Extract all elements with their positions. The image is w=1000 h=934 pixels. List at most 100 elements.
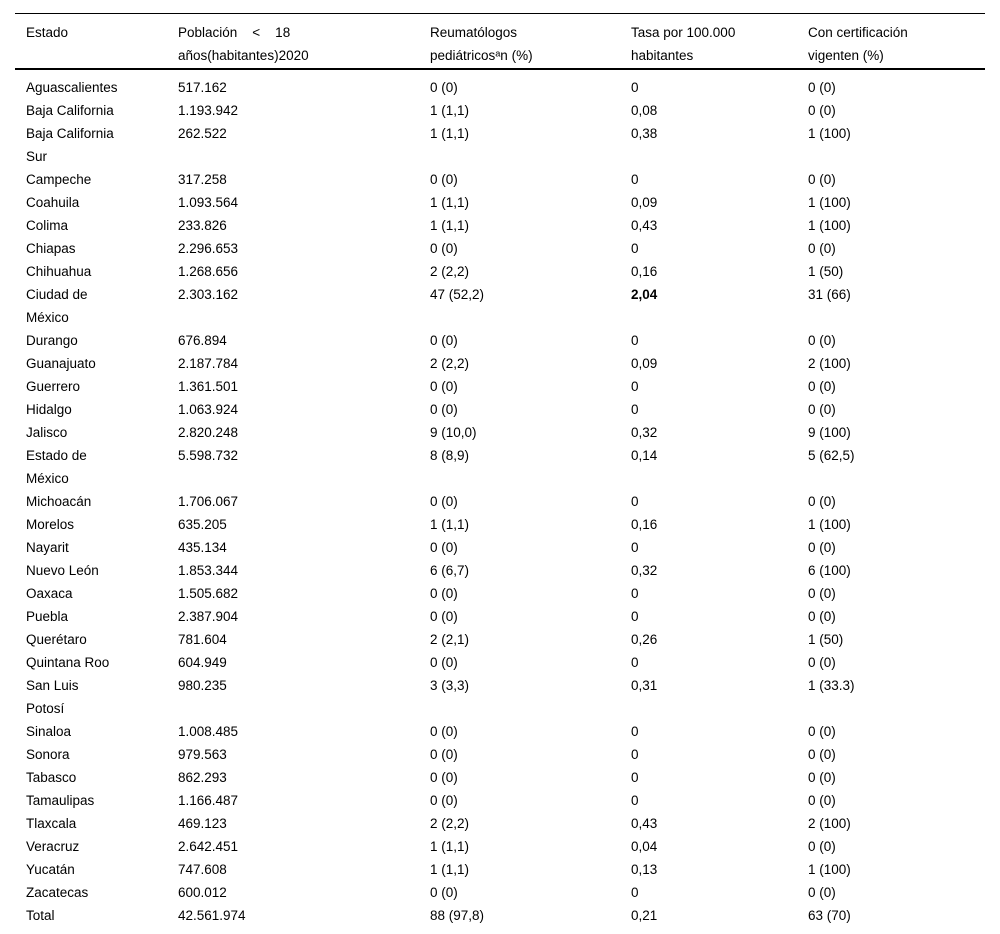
tasa-cell: 0 bbox=[631, 379, 639, 394]
estado-cell: Coahuila bbox=[26, 195, 80, 210]
table-row: Querétaro 781.604 2 (2,1) 0,26 1 (50) bbox=[15, 628, 985, 651]
header-row: Estado Población < 18 años(habitantes)20… bbox=[15, 13, 985, 70]
col-header-estado: Estado bbox=[15, 13, 178, 70]
certificacion-cell: 63 (70) bbox=[808, 908, 851, 923]
tasa-cell: 0 bbox=[631, 770, 639, 785]
reumatologos-cell: 1 (1,1) bbox=[430, 862, 470, 877]
estado-cell: Nayarit bbox=[26, 540, 69, 555]
tasa-cell: 0 bbox=[631, 609, 639, 624]
poblacion-cell: 469.123 bbox=[178, 816, 227, 831]
estado-cell: Puebla bbox=[26, 609, 69, 624]
certificacion-cell: 1 (50) bbox=[808, 632, 844, 647]
reumatologos-cell: 1 (1,1) bbox=[430, 195, 470, 210]
poblacion-cell: 1.361.501 bbox=[178, 379, 239, 394]
poblacion-cell: 1.193.942 bbox=[178, 103, 239, 118]
table-row: Oaxaca 1.505.682 0 (0) 0 0 (0) bbox=[15, 582, 985, 605]
estado-cell: Baja California bbox=[26, 103, 114, 118]
poblacion-cell: 233.826 bbox=[178, 218, 227, 233]
tasa-cell: 0,04 bbox=[631, 839, 658, 854]
tasa-cell: 0 bbox=[631, 586, 639, 601]
reumatologos-cell: 0 (0) bbox=[430, 609, 458, 624]
table-row: Hidalgo 1.063.924 0 (0) 0 0 (0) bbox=[15, 398, 985, 421]
col-header-poblacion: Población < 18 años(habitantes)2020 bbox=[178, 13, 430, 70]
poblacion-cell: 2.387.904 bbox=[178, 609, 239, 624]
col-header-tasa: Tasa por 100.000 habitantes bbox=[631, 13, 808, 70]
poblacion-cell: 42.561.974 bbox=[178, 908, 246, 923]
table-row: Guerrero 1.361.501 0 (0) 0 0 (0) bbox=[15, 375, 985, 398]
reumatologos-cell: 0 (0) bbox=[430, 586, 458, 601]
reumatologos-cell: 0 (0) bbox=[430, 379, 458, 394]
estado-cell: Chiapas bbox=[26, 241, 76, 256]
estado-cell: Morelos bbox=[26, 517, 75, 532]
certificacion-cell: 1 (33.3) bbox=[808, 678, 855, 693]
tasa-cell: 0 bbox=[631, 540, 639, 555]
certificacion-cell: 0 (0) bbox=[808, 333, 836, 348]
table-row: Sonora 979.563 0 (0) 0 0 (0) bbox=[15, 743, 985, 766]
tasa-cell: 0 bbox=[631, 747, 639, 762]
certificacion-cell: 0 (0) bbox=[808, 747, 836, 762]
reumatologos-cell: 1 (1,1) bbox=[430, 839, 470, 854]
poblacion-cell: 600.012 bbox=[178, 885, 227, 900]
reumatologos-cell: 0 (0) bbox=[430, 885, 458, 900]
estado-cell: Tlaxcala bbox=[26, 816, 77, 831]
estado-cell: Colima bbox=[26, 218, 69, 233]
tasa-cell: 0,26 bbox=[631, 632, 658, 647]
estado-cell: Durango bbox=[26, 333, 78, 348]
poblacion-cell: 1.853.344 bbox=[178, 563, 239, 578]
estado-cell: Tabasco bbox=[26, 770, 77, 785]
estado-cell: Yucatán bbox=[26, 862, 75, 877]
table-row: Baja California 1.193.942 1 (1,1) 0,08 0 (0) bbox=[15, 99, 985, 122]
reumatologos-cell: 1 (1,1) bbox=[430, 517, 470, 532]
estado-cell: Estado de México bbox=[26, 448, 87, 486]
estado-cell: Quintana Roo bbox=[26, 655, 110, 670]
estado-cell: Nuevo León bbox=[26, 563, 99, 578]
estado-cell: Hidalgo bbox=[26, 402, 72, 417]
estado-cell: Aguascalientes bbox=[26, 80, 118, 95]
reumatologos-cell: 1 (1,1) bbox=[430, 103, 470, 118]
estado-cell: San Luis Potosí bbox=[26, 678, 79, 716]
table-row: Baja California Sur 262.522 1 (1,1) 0,38 1 (… bbox=[15, 122, 985, 168]
reumatologos-cell: 3 (3,3) bbox=[430, 678, 470, 693]
reumatologos-cell: 0 (0) bbox=[430, 333, 458, 348]
table-row: Veracruz 2.642.451 1 (1,1) 0,04 0 (0) bbox=[15, 835, 985, 858]
poblacion-cell: 5.598.732 bbox=[178, 448, 239, 463]
table-row: Sinaloa 1.008.485 0 (0) 0 0 (0) bbox=[15, 720, 985, 743]
certificacion-cell: 1 (100) bbox=[808, 218, 851, 233]
table-row: Nuevo León 1.853.344 6 (6,7) 0,32 6 (100) bbox=[15, 559, 985, 582]
reumatologos-cell: 8 (8,9) bbox=[430, 448, 470, 463]
table-row: Puebla 2.387.904 0 (0) 0 0 (0) bbox=[15, 605, 985, 628]
reumatologos-cell: 0 (0) bbox=[430, 655, 458, 670]
tasa-cell: 0,43 bbox=[631, 218, 658, 233]
reumatologos-cell: 2 (2,2) bbox=[430, 356, 470, 371]
poblacion-cell: 2.303.162 bbox=[178, 287, 239, 302]
tasa-cell: 2,04 bbox=[631, 287, 658, 302]
reumatologos-cell: 2 (2,2) bbox=[430, 816, 470, 831]
col-header-reumatologos: Reumatólogos pediátricosᵃn (%) bbox=[430, 13, 631, 70]
table-row: Quintana Roo 604.949 0 (0) 0 0 (0) bbox=[15, 651, 985, 674]
table-row: San Luis Potosí 980.235 3 (3,3) 0,31 1 (33.3… bbox=[15, 674, 985, 720]
table-row: Colima 233.826 1 (1,1) 0,43 1 (100) bbox=[15, 214, 985, 237]
estado-cell: Tamaulipas bbox=[26, 793, 95, 808]
certificacion-cell: 2 (100) bbox=[808, 816, 851, 831]
poblacion-cell: 1.008.485 bbox=[178, 724, 239, 739]
tasa-cell: 0 bbox=[631, 793, 639, 808]
reumatologos-cell: 6 (6,7) bbox=[430, 563, 470, 578]
estado-cell: Campeche bbox=[26, 172, 92, 187]
certificacion-cell: 0 (0) bbox=[808, 103, 836, 118]
tasa-cell: 0,16 bbox=[631, 517, 658, 532]
tasa-cell: 0,43 bbox=[631, 816, 658, 831]
reumatologos-cell: 1 (1,1) bbox=[430, 126, 470, 141]
estado-cell: Sinaloa bbox=[26, 724, 72, 739]
poblacion-cell: 635.205 bbox=[178, 517, 227, 532]
reumatologos-cell: 1 (1,1) bbox=[430, 218, 470, 233]
certificacion-cell: 31 (66) bbox=[808, 287, 851, 302]
estado-cell: Chihuahua bbox=[26, 264, 92, 279]
tasa-cell: 0,13 bbox=[631, 862, 658, 877]
tasa-cell: 0 bbox=[631, 724, 639, 739]
paper-table-region: Estado Población < 18 años(habitantes)20… bbox=[15, 13, 985, 934]
table-row: Aguascalientes 517.162 0 (0) 0 0 (0) bbox=[15, 69, 985, 99]
poblacion-cell: 435.134 bbox=[178, 540, 227, 555]
estado-cell: Guerrero bbox=[26, 379, 81, 394]
tasa-cell: 0 bbox=[631, 655, 639, 670]
certificacion-cell: 0 (0) bbox=[808, 540, 836, 555]
